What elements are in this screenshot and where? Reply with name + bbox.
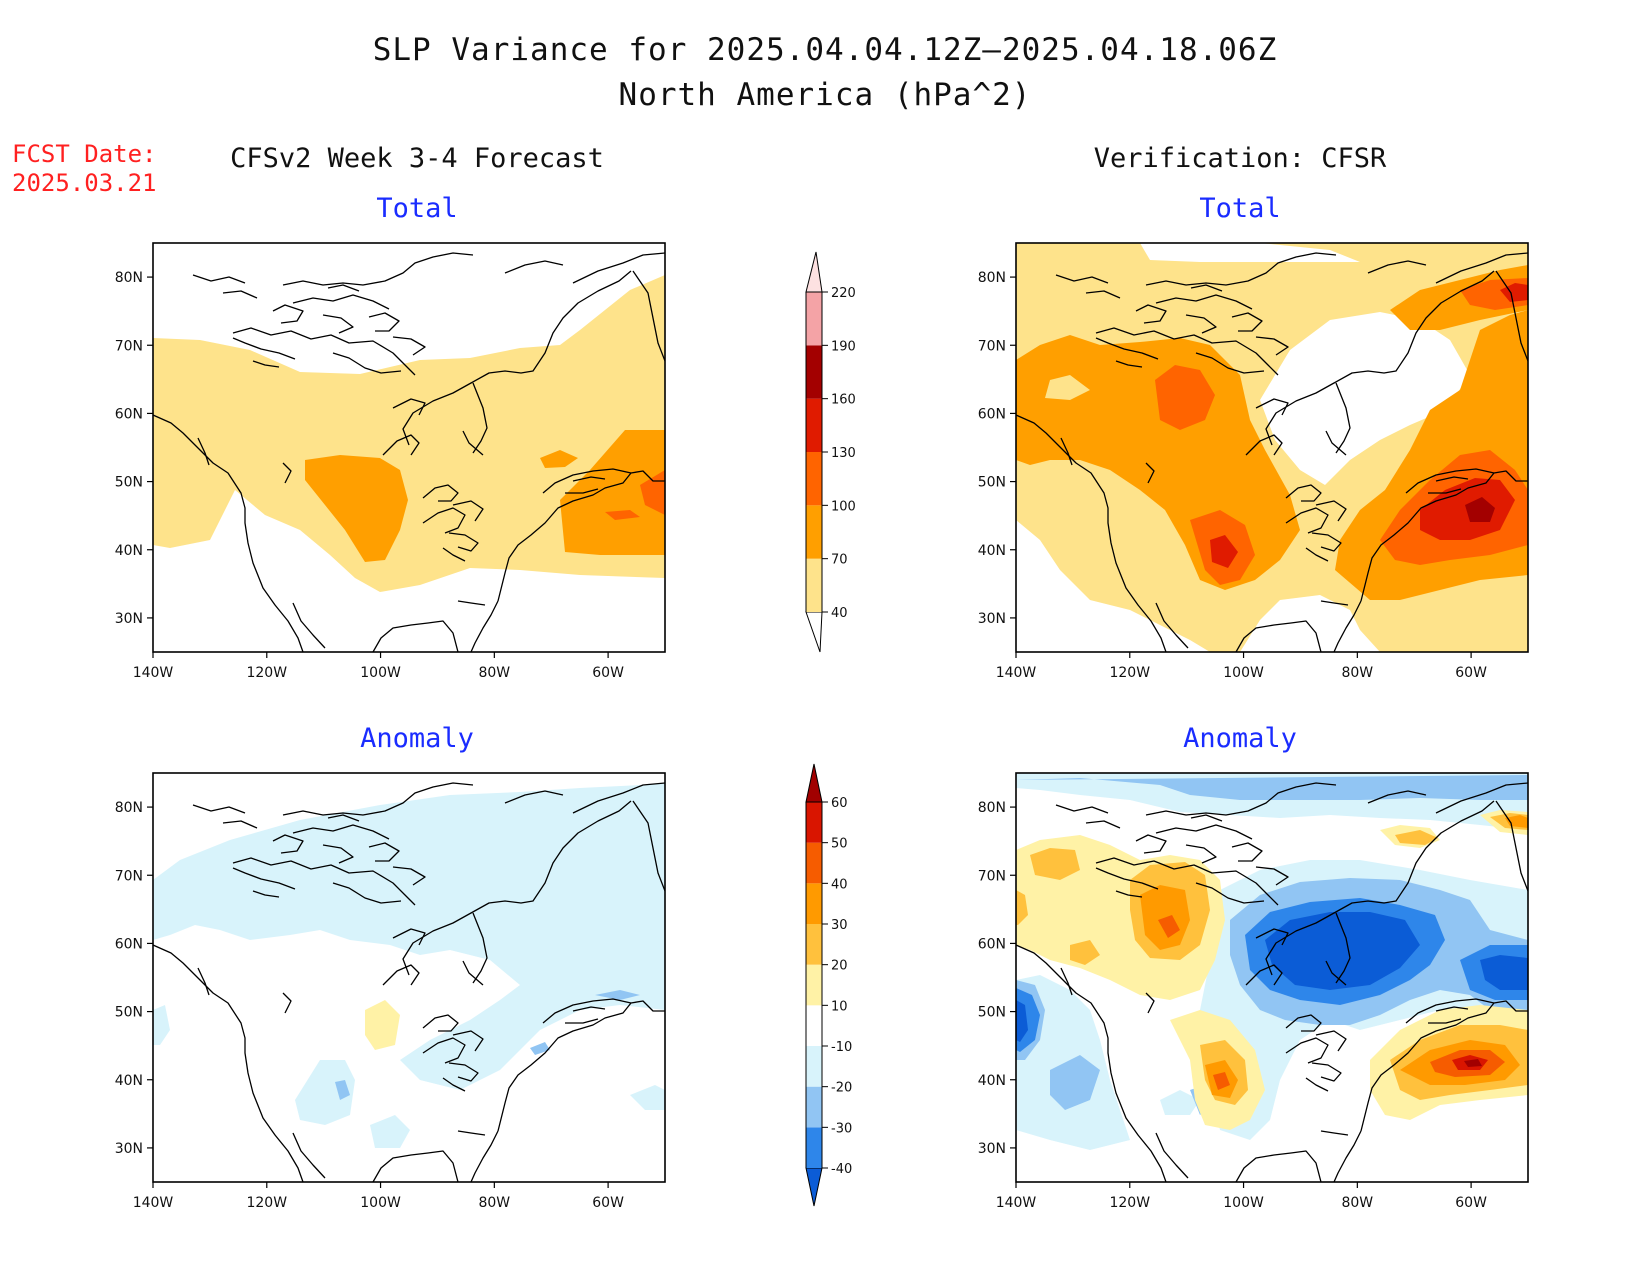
lon-tick-label: 80W xyxy=(478,665,510,681)
lat-tick-label: 40N xyxy=(978,543,1006,559)
fcst-date-label: FCST Date: xyxy=(12,140,157,168)
lat-tick-label: 80N xyxy=(978,800,1006,816)
colorbar-total-label: 160 xyxy=(831,393,856,408)
colorbar-anomaly-bin xyxy=(806,883,822,924)
lon-tick-label: 120W xyxy=(246,665,287,681)
colorbar-anomaly-label: 50 xyxy=(831,837,848,852)
lat-tick-label: 30N xyxy=(115,1141,143,1157)
lat-tick-label: 60N xyxy=(978,936,1006,952)
lon-tick-label: 80W xyxy=(1341,1195,1373,1211)
lon-tick-label: 140W xyxy=(133,665,174,681)
colorbar-anomaly-label: -10 xyxy=(831,1040,852,1055)
lon-tick-label: 100W xyxy=(1223,665,1264,681)
main-title: SLP Variance for 2025.04.04.12Z–2025.04.… xyxy=(372,32,1278,68)
lon-tick-label: 140W xyxy=(133,1195,174,1211)
lon-tick-label: 100W xyxy=(360,665,401,681)
lat-tick-label: 80N xyxy=(115,270,143,286)
lon-tick-label: 120W xyxy=(1109,665,1150,681)
lon-tick-label: 60W xyxy=(592,665,624,681)
verification-column-title: Verification: CFSR xyxy=(1093,143,1387,174)
lon-tick-label: 80W xyxy=(1341,665,1373,681)
lon-tick-label: 140W xyxy=(996,665,1037,681)
lon-tick-label: 100W xyxy=(1223,1195,1264,1211)
lat-tick-label: 50N xyxy=(115,1005,143,1021)
colorbar-anomaly-bin xyxy=(806,1046,822,1087)
colorbar-anomaly-bin xyxy=(806,842,822,884)
colorbar-total: 40 70 100 130 160 190 220 xyxy=(805,251,856,653)
lat-tick-label: 80N xyxy=(978,270,1006,286)
colorbar-anomaly-label: -30 xyxy=(831,1121,852,1136)
lat-tick-label: 70N xyxy=(978,338,1006,354)
lon-tick-label: 80W xyxy=(478,1195,510,1211)
colorbar-anomaly-label: -40 xyxy=(831,1162,852,1177)
colorbar-anomaly-high-wedge xyxy=(805,763,823,803)
forecast-column-title: CFSv2 Week 3-4 Forecast xyxy=(230,143,604,174)
map-verification-anomaly xyxy=(1015,772,1529,1183)
lat-tick-label: 70N xyxy=(115,868,143,884)
panel-subtitle-forecast-total: Total xyxy=(376,193,458,224)
lon-tick-label: 140W xyxy=(996,1195,1037,1211)
map-verification-total xyxy=(1015,242,1529,653)
lat-tick-label: 40N xyxy=(115,543,143,559)
lat-tick-label: 60N xyxy=(978,406,1006,422)
map-forecast-total xyxy=(152,242,666,653)
colorbar-anomaly: -40 -30 -20 -10 10 20 30 40 50 60 xyxy=(805,763,852,1207)
main-subtitle: North America (hPa^2) xyxy=(618,77,1032,113)
colorbar-total-label: 130 xyxy=(831,446,856,461)
lat-tick-label: 30N xyxy=(115,611,143,627)
colorbar-total-label: 40 xyxy=(831,606,848,621)
colorbar-anomaly-label: -20 xyxy=(831,1081,852,1096)
lon-tick-label: 100W xyxy=(360,1195,401,1211)
colorbar-anomaly-bin xyxy=(806,1127,822,1168)
colorbar-total-bin xyxy=(806,452,822,506)
lat-tick-label: 80N xyxy=(115,800,143,816)
lon-tick-label: 120W xyxy=(246,1195,287,1211)
colorbar-anomaly-label: 40 xyxy=(831,877,848,892)
colorbar-anomaly-label: 10 xyxy=(831,999,848,1014)
lat-tick-label: 30N xyxy=(978,1141,1006,1157)
colorbar-anomaly-bin xyxy=(806,924,822,965)
colorbar-total-low-wedge xyxy=(805,611,823,653)
lat-tick-label: 40N xyxy=(978,1073,1006,1089)
lat-tick-label: 60N xyxy=(115,406,143,422)
colorbar-total-label: 220 xyxy=(831,286,856,301)
lat-tick-label: 60N xyxy=(115,936,143,952)
lon-tick-label: 60W xyxy=(1455,665,1487,681)
colorbar-total-label: 70 xyxy=(831,553,848,568)
map-forecast-anomaly xyxy=(152,772,666,1183)
fcst-date-value: 2025.03.21 xyxy=(12,169,157,197)
colorbar-anomaly-low-wedge xyxy=(805,1167,823,1207)
panel-subtitle-verification-anomaly: Anomaly xyxy=(1183,723,1297,754)
lat-tick-label: 50N xyxy=(978,1005,1006,1021)
lat-tick-label: 40N xyxy=(115,1073,143,1089)
colorbar-total-label: 100 xyxy=(831,499,856,514)
colorbar-anomaly-bin xyxy=(806,1086,822,1128)
colorbar-total-bin xyxy=(806,505,822,559)
lon-tick-label: 60W xyxy=(1455,1195,1487,1211)
lat-tick-label: 50N xyxy=(115,475,143,491)
colorbar-anomaly-label: 60 xyxy=(831,796,848,811)
colorbar-anomaly-bin xyxy=(806,964,822,1006)
colorbar-total-bin xyxy=(806,345,822,399)
panel-subtitle-forecast-anomaly: Anomaly xyxy=(360,723,474,754)
lat-tick-label: 30N xyxy=(978,611,1006,627)
colorbar-anomaly-bin xyxy=(806,1005,822,1046)
lat-tick-label: 50N xyxy=(978,475,1006,491)
colorbar-anomaly-bin xyxy=(806,802,822,843)
colorbar-total-label: 190 xyxy=(831,339,856,354)
lon-tick-label: 60W xyxy=(592,1195,624,1211)
colorbar-total-bin xyxy=(806,398,822,452)
colorbar-total-bin xyxy=(806,292,822,346)
lon-tick-label: 120W xyxy=(1109,1195,1150,1211)
axes-layer: 80N 70N 60N 50N 40N 30N 140W 120W 100W 80W 60W 80N 7… xyxy=(115,270,1487,1211)
lat-tick-label: 70N xyxy=(978,868,1006,884)
colorbar-total-bin xyxy=(806,558,822,612)
lat-tick-label: 70N xyxy=(115,338,143,354)
colorbar-total-high-wedge xyxy=(805,251,823,293)
colorbar-anomaly-label: 30 xyxy=(831,918,848,933)
colorbar-anomaly-label: 20 xyxy=(831,959,848,974)
panel-subtitle-verification-total: Total xyxy=(1199,193,1281,224)
